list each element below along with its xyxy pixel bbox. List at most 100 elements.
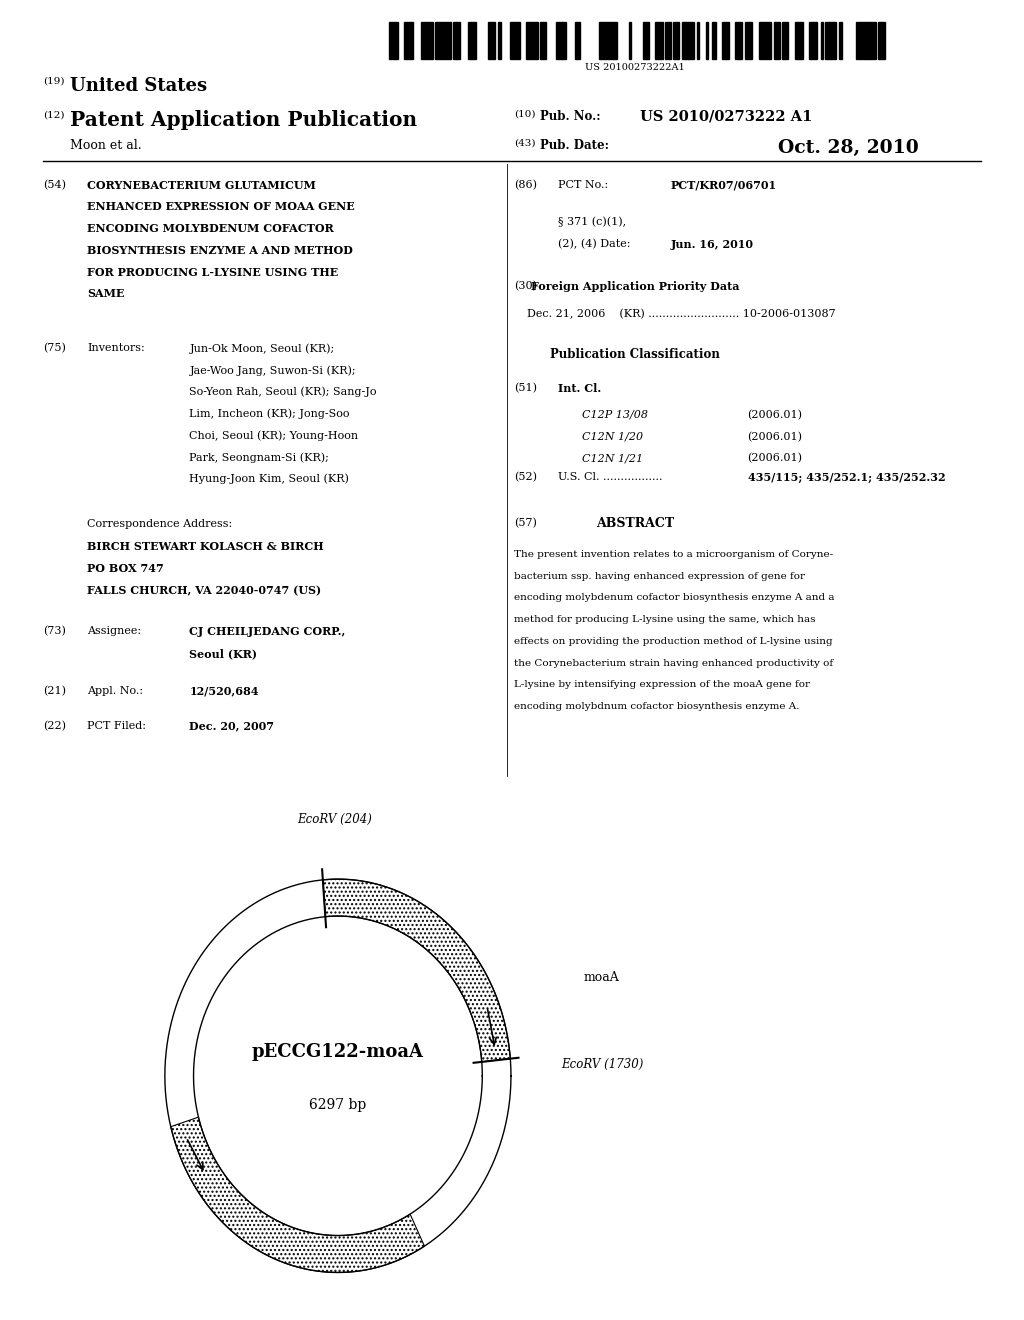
Bar <box>605 22 609 59</box>
Bar <box>821 22 823 59</box>
Bar <box>665 22 671 59</box>
Bar <box>865 22 869 59</box>
Bar <box>722 22 726 59</box>
Bar <box>765 22 771 59</box>
Bar <box>801 22 803 59</box>
Text: Pub. No.:: Pub. No.: <box>540 110 600 123</box>
Bar <box>688 22 694 59</box>
Text: (21): (21) <box>43 686 66 696</box>
Bar <box>427 22 433 59</box>
Text: (22): (22) <box>43 721 66 731</box>
Bar <box>811 22 814 59</box>
Bar <box>774 22 780 59</box>
Bar <box>536 22 538 59</box>
Bar <box>673 22 679 59</box>
Bar <box>488 22 495 59</box>
Text: 12/520,684: 12/520,684 <box>189 686 259 697</box>
Bar <box>658 22 663 59</box>
Text: moaA: moaA <box>584 972 620 985</box>
Bar <box>829 22 836 59</box>
Text: (86): (86) <box>514 180 537 190</box>
Text: Choi, Seoul (KR); Young-Hoon: Choi, Seoul (KR); Young-Hoon <box>189 430 358 441</box>
Bar <box>655 22 658 59</box>
Text: FOR PRODUCING L-LYSINE USING THE: FOR PRODUCING L-LYSINE USING THE <box>87 267 338 277</box>
Bar <box>556 22 562 59</box>
Bar <box>883 22 885 59</box>
Text: SAME: SAME <box>87 289 125 300</box>
Text: (2006.01): (2006.01) <box>748 432 803 442</box>
Bar <box>456 22 460 59</box>
Bar <box>474 22 476 59</box>
Bar <box>726 22 729 59</box>
Bar <box>739 22 742 59</box>
Text: PCT No.:: PCT No.: <box>558 180 608 190</box>
Text: CORYNEBACTERIUM GLUTAMICUM: CORYNEBACTERIUM GLUTAMICUM <box>87 180 316 190</box>
Text: BIRCH STEWART KOLASCH & BIRCH: BIRCH STEWART KOLASCH & BIRCH <box>87 541 324 552</box>
Bar <box>856 22 862 59</box>
Bar <box>682 22 688 59</box>
Bar <box>514 22 520 59</box>
Text: ABSTRACT: ABSTRACT <box>596 517 674 531</box>
Bar <box>599 22 601 59</box>
Text: (51): (51) <box>514 383 537 393</box>
Bar <box>643 22 649 59</box>
Text: Seoul (KR): Seoul (KR) <box>189 648 257 659</box>
Text: The present invention relates to a microorganism of Coryne-: The present invention relates to a micro… <box>514 549 834 558</box>
Text: (73): (73) <box>43 627 66 636</box>
Text: Moon et al.: Moon et al. <box>70 139 141 152</box>
Text: U.S. Cl. .................: U.S. Cl. ................. <box>558 473 663 482</box>
Bar <box>468 22 471 59</box>
Bar <box>712 22 716 59</box>
Text: (2), (4) Date:: (2), (4) Date: <box>558 239 631 249</box>
Bar <box>862 22 865 59</box>
Text: EcoRV (204): EcoRV (204) <box>297 813 372 826</box>
Bar <box>444 22 451 59</box>
Text: FALLS CHURCH, VA 22040-0747 (US): FALLS CHURCH, VA 22040-0747 (US) <box>87 585 322 595</box>
Text: the Corynebacterium strain having enhanced productivity of: the Corynebacterium strain having enhanc… <box>514 659 834 668</box>
Bar <box>629 22 631 59</box>
Text: encoding molybdenum cofactor biosynthesis enzyme A and a: encoding molybdenum cofactor biosynthesi… <box>514 594 835 602</box>
Bar <box>745 22 752 59</box>
Bar <box>759 22 765 59</box>
Bar <box>735 22 739 59</box>
Bar <box>421 22 427 59</box>
Text: method for producing L-lysine using the same, which has: method for producing L-lysine using the … <box>514 615 815 624</box>
Bar <box>869 22 871 59</box>
Text: Inventors:: Inventors: <box>87 343 144 354</box>
Text: (54): (54) <box>43 180 66 190</box>
Text: Publication Classification: Publication Classification <box>550 348 720 360</box>
Text: (52): (52) <box>514 473 537 482</box>
Text: Int. Cl.: Int. Cl. <box>558 383 601 393</box>
Text: Patent Application Publication: Patent Application Publication <box>70 110 417 129</box>
Bar <box>797 22 801 59</box>
Bar <box>825 22 829 59</box>
Text: BIOSYNTHESIS ENZYME A AND METHOD: BIOSYNTHESIS ENZYME A AND METHOD <box>87 244 353 256</box>
Bar <box>562 22 566 59</box>
Text: (75): (75) <box>43 343 66 354</box>
Text: (57): (57) <box>514 517 537 528</box>
Bar <box>529 22 536 59</box>
Text: (19): (19) <box>43 77 65 86</box>
Text: (10): (10) <box>514 110 536 119</box>
Bar <box>442 22 444 59</box>
Bar <box>814 22 817 59</box>
Bar <box>871 22 876 59</box>
Text: Pub. Date:: Pub. Date: <box>540 139 608 152</box>
Text: (12): (12) <box>43 111 65 120</box>
Text: EcoRV (1730): EcoRV (1730) <box>561 1057 644 1071</box>
Text: Jun-Ok Moon, Seoul (KR);: Jun-Ok Moon, Seoul (KR); <box>189 343 335 354</box>
Text: (2006.01): (2006.01) <box>748 409 803 420</box>
Bar <box>389 22 395 59</box>
Bar <box>540 22 546 59</box>
Text: (2006.01): (2006.01) <box>748 454 803 463</box>
Text: ENCODING MOLYBDENUM COFACTOR: ENCODING MOLYBDENUM COFACTOR <box>87 223 334 234</box>
Text: Jae-Woo Jang, Suwon-Si (KR);: Jae-Woo Jang, Suwon-Si (KR); <box>189 364 356 376</box>
Text: United States: United States <box>70 77 207 95</box>
Text: Foreign Application Priority Data: Foreign Application Priority Data <box>530 281 739 292</box>
Text: C12N 1/21: C12N 1/21 <box>582 454 643 463</box>
Bar <box>575 22 580 59</box>
Bar <box>437 22 439 59</box>
Bar <box>453 22 456 59</box>
Text: Jun. 16, 2010: Jun. 16, 2010 <box>671 239 754 249</box>
Text: C12N 1/20: C12N 1/20 <box>582 432 643 442</box>
